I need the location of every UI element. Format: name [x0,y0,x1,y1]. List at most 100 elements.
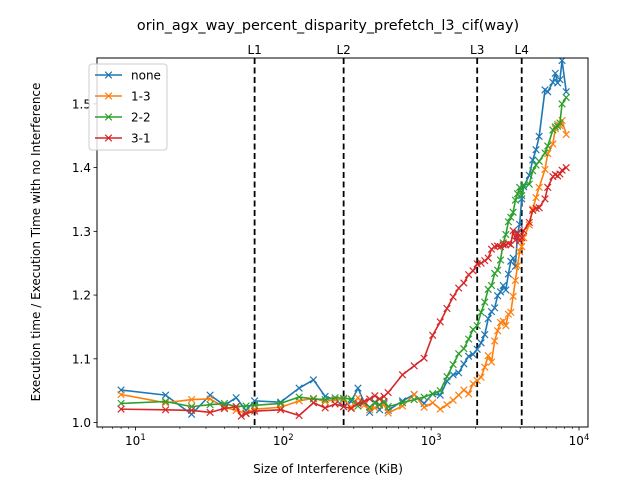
data-point [187,395,196,404]
data-point [371,392,379,400]
y-axis-label: Execution time / Execution Time with no … [29,83,43,402]
data-point [509,226,517,235]
data-point [321,404,329,412]
data-point [339,402,348,411]
data-point [250,401,259,410]
data-point [525,180,533,188]
data-point [544,183,552,192]
data-point [499,317,507,325]
data-point [354,399,362,408]
data-point [511,276,520,285]
data-point [365,395,374,403]
data-point [477,373,485,382]
data-point [464,335,473,343]
data-point [504,218,513,226]
data-point [347,395,355,403]
data-point [529,167,537,175]
data-point [517,195,526,203]
data-point [410,362,418,370]
data-point [532,193,540,202]
data-point [562,93,570,102]
data-point [384,402,392,411]
data-point [551,69,560,78]
data-point [493,266,502,274]
data-point [384,388,392,397]
y-tick-label: 1.5 [72,97,91,111]
y-tick-label: 1.3 [72,225,91,239]
data-point [449,360,457,369]
data-point [161,399,170,407]
data-point [420,393,428,401]
data-point [242,409,250,418]
data-point [525,221,533,229]
y-tick-label: 1.1 [72,352,91,366]
x-tick-label: 102 [273,433,294,448]
chart-title: orin_agx_way_percent_disparity_prefetch_… [137,18,519,34]
data-point [242,402,250,410]
data-point [309,376,318,384]
data-point [410,395,418,404]
data-point [493,291,502,300]
data-point [464,352,473,360]
series-line-3-1 [121,166,567,417]
data-point [295,411,303,420]
legend-label-2-2: 2-2 [131,111,151,125]
data-point [398,399,407,407]
x-tick-label: 103 [421,433,442,448]
data-point [535,183,543,192]
data-point [541,195,549,203]
data-point [562,163,570,172]
vline-label-l3: L3 [470,43,484,57]
data-point [398,371,407,379]
data-point [436,318,444,326]
data-point [443,372,451,381]
data-point [509,254,517,262]
data-point [529,156,537,164]
data-point [477,308,485,317]
data-point [420,354,428,362]
data-point [161,406,170,414]
data-point [117,399,125,408]
data-point [487,281,496,290]
data-point [496,256,505,264]
data-point [513,262,522,270]
data-point [515,248,524,256]
legend-marker-3-1 [104,134,113,142]
data-point [519,226,528,235]
data-point [487,358,496,366]
data-point [237,412,245,420]
data-point [556,170,564,178]
data-point [454,369,463,377]
data-point [473,321,481,330]
data-point [513,228,522,237]
data-point [535,157,543,165]
data-point [517,191,526,200]
legend-label-1-3: 1-3 [131,90,151,104]
data-point [553,122,562,130]
data-point [250,407,259,415]
data-point [339,394,348,403]
legend-marker-1-3 [104,92,113,100]
legend-marker-2-2 [104,113,113,121]
data-point [558,100,566,108]
data-point [460,279,468,287]
data-point [509,208,517,216]
data-point [469,379,477,388]
data-point [295,384,303,392]
data-point [562,88,570,96]
data-point [384,409,392,417]
y-tick-label: 1.2 [72,289,91,303]
vline-label-l4: L4 [515,43,529,57]
data-point [490,337,499,345]
data-point [443,304,451,313]
series-3-1 [117,163,570,420]
data-point [354,402,362,410]
data-point [436,405,444,413]
data-point [295,393,303,401]
data-point [354,393,362,402]
data-point [232,393,240,402]
data-point [276,399,285,408]
data-point [206,408,214,417]
plot-frame [96,57,589,428]
